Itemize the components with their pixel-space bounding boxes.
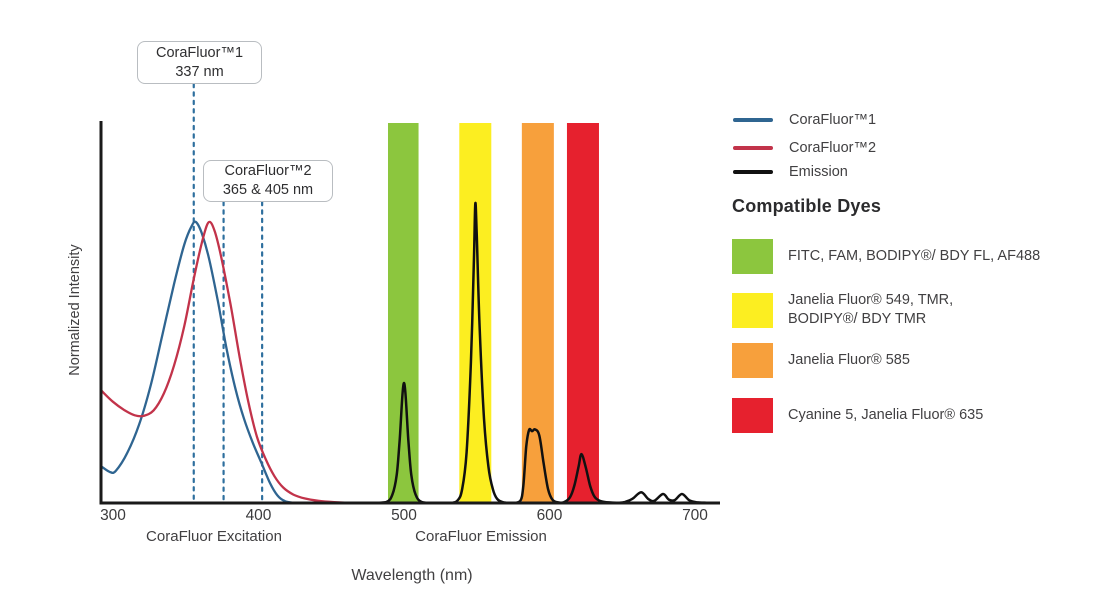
x-tick-label-700: 700 bbox=[682, 507, 708, 524]
dye-item-yellow: Janelia Fluor® 549, TMR, BODIPY®/ BDY TM… bbox=[732, 291, 953, 329]
callout-corafluor2-title: CoraFluor™2 bbox=[224, 163, 312, 179]
legend-item-corafluor2: CoraFluor™2 bbox=[733, 139, 876, 157]
compatible-dyes-heading: Compatible Dyes bbox=[732, 196, 882, 216]
red-filter-swatch bbox=[732, 398, 773, 433]
y-axis-title: Normalized Intensity bbox=[67, 244, 83, 376]
dye-item-green: FITC, FAM, BODIPY®/ BDY FL, AF488 bbox=[732, 239, 1040, 274]
x-tick-label-300: 300 bbox=[100, 507, 126, 524]
filter-band-0 bbox=[387, 123, 419, 503]
dye-label: Janelia Fluor® 549, TMR, BODIPY®/ BDY TM… bbox=[788, 292, 954, 327]
emission-range-label: CoraFluor Emission bbox=[415, 528, 547, 545]
legend-item-emission: Emission bbox=[733, 163, 848, 181]
green-filter-swatch bbox=[732, 239, 773, 274]
dye-label: Janelia Fluor® 585 bbox=[788, 352, 910, 368]
callout-corafluor1: CoraFluor™1 337 nm bbox=[137, 41, 262, 84]
callout-corafluor1-title: CoraFluor™1 bbox=[155, 44, 244, 61]
legend-line-sample-red bbox=[733, 146, 773, 150]
dye-item-orange: Janelia Fluor® 585 bbox=[732, 343, 910, 378]
x-tick-label-400: 400 bbox=[245, 507, 272, 524]
dye-item-red: Cyanine 5, Janelia Fluor® 635 bbox=[732, 398, 983, 433]
filter-band-3 bbox=[566, 123, 599, 503]
callout-corafluor2: CoraFluor™2 365 & 405 nm bbox=[203, 160, 333, 202]
x-axis-title: Wavelength (nm) bbox=[351, 567, 473, 584]
x-tick-label-600: 600 bbox=[536, 507, 563, 524]
callout-corafluor2-value: 365 & 405 nm bbox=[222, 182, 314, 198]
curve-excitation-corafluor2 bbox=[100, 220, 355, 505]
dye-label: FITC, FAM, BODIPY®/ BDY FL, AF488 bbox=[788, 248, 1041, 264]
yellow-filter-swatch bbox=[732, 292, 773, 328]
x-tick-label-500: 500 bbox=[391, 507, 417, 524]
legend-label: Emission bbox=[789, 164, 848, 180]
spectra-plot bbox=[99, 82, 720, 505]
legend-label: CoraFluor™1 bbox=[789, 112, 877, 128]
callout-corafluor1-value: 337 nm bbox=[175, 63, 224, 80]
excitation-range-label: CoraFluor Excitation bbox=[146, 528, 282, 545]
legend-line-sample-blue bbox=[733, 118, 773, 122]
orange-filter-swatch bbox=[732, 343, 773, 378]
dye-label: Cyanine 5, Janelia Fluor® 635 bbox=[788, 407, 984, 423]
legend-line-sample-black bbox=[733, 170, 773, 174]
legend-item-corafluor1: CoraFluor™1 bbox=[733, 111, 876, 129]
curve-excitation-corafluor1 bbox=[100, 220, 297, 505]
legend-label: CoraFluor™2 bbox=[789, 140, 877, 156]
